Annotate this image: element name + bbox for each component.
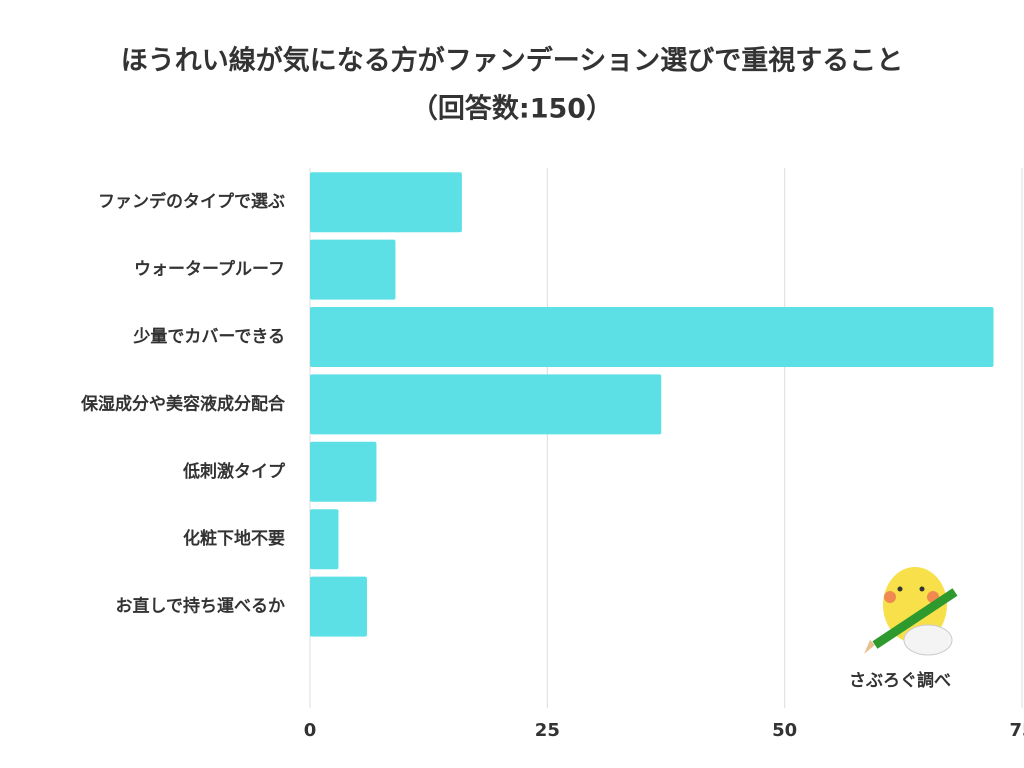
y-tick-label: お直しで持ち運べるか (116, 596, 286, 617)
y-tick-label: 化粧下地不要 (183, 528, 285, 549)
x-tick-label: 50 (772, 720, 797, 741)
mascot (864, 567, 958, 656)
x-tick-label: 75 (1009, 720, 1024, 741)
y-tick-label: 少量でカバーできる (132, 326, 285, 347)
bar (310, 172, 462, 233)
source-note: さぶろぐ調べ (849, 670, 951, 691)
bar (310, 239, 396, 300)
bar (310, 374, 662, 435)
y-tick-label: ファンデのタイプで選ぶ (98, 191, 285, 212)
bar (310, 441, 377, 502)
y-tick-label: 保湿成分や美容液成分配合 (80, 393, 286, 414)
y-tick-label: ウォータープルーフ (134, 259, 285, 280)
bar (310, 576, 367, 637)
x-tick-label: 25 (535, 720, 560, 741)
x-tick-label: 0 (304, 720, 317, 741)
y-tick-label: 低刺激タイプ (182, 461, 286, 482)
chart-subtitle: （回答数:150） (411, 93, 613, 125)
bar (310, 307, 994, 367)
chart-title: ほうれい線が気になる方がファンデーション選びで重視すること (121, 45, 903, 77)
bar (310, 509, 339, 570)
